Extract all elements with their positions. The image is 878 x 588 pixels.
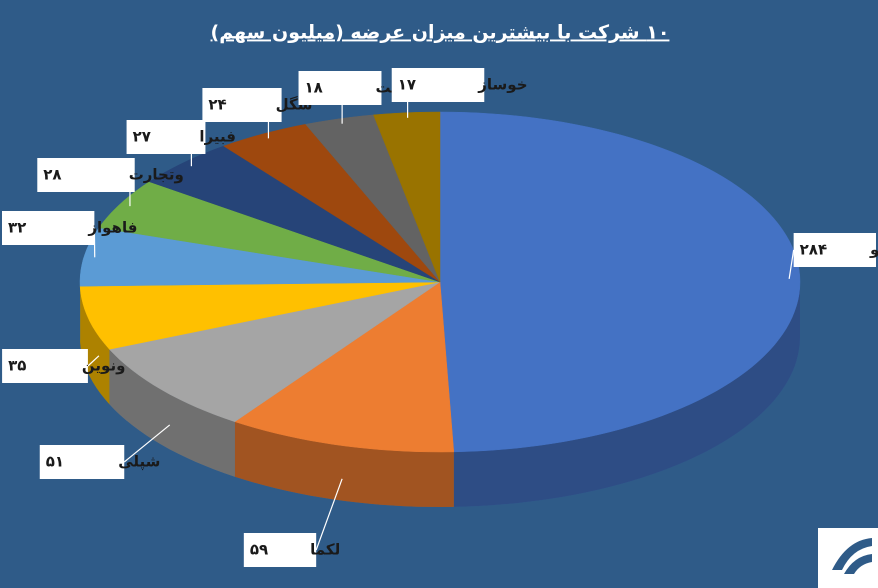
value-label: ۲۸ [43, 166, 61, 184]
slice [439, 111, 801, 453]
value-label: ۳۵ [8, 357, 26, 375]
label-box [37, 158, 135, 192]
labels: ۲۸۴ تپکو ۵۹ لکما ۵۱ شپلی ۳۵ ونوین ۳۲ فاهواز ۲۸ وتجا… [2, 68, 878, 567]
label-box [126, 120, 206, 154]
slice [373, 111, 441, 283]
pie-sides [80, 282, 800, 507]
value-label: ۱۸ [305, 79, 323, 97]
chart-title: ۱۰ شرکت با بیشترین میزان عرضه (میلیون سه… [211, 22, 670, 44]
category-label: فاهواز [87, 219, 137, 237]
label-box [202, 88, 282, 122]
value-label: ۵۱ [46, 453, 64, 471]
data-label: ۲۴ شگل [202, 88, 312, 122]
value-label: ۱۷ [398, 76, 416, 94]
category-label: فبیرا [199, 128, 236, 146]
label-box [2, 349, 88, 383]
slice [98, 181, 441, 283]
label-box [2, 211, 95, 245]
value-label: ۲۴ [208, 96, 226, 114]
category-label: تپکو [869, 241, 878, 260]
logo-mark [832, 538, 872, 574]
label-box [39, 445, 125, 479]
value-label: ۲۷ [133, 128, 151, 146]
leader-line [87, 355, 100, 367]
side-shade [80, 286, 110, 405]
data-label: ۲۷ فبیرا [126, 120, 236, 154]
value-label: ۵۹ [250, 541, 268, 559]
label-box [298, 71, 382, 105]
data-label: ۲۸ وتجارت [37, 158, 184, 192]
leader-line [123, 424, 171, 463]
category-label: شپلی [118, 453, 160, 472]
data-label: ۲۸۴ تپکو [793, 233, 878, 267]
data-label: ۳۲ فاهواز [2, 211, 137, 245]
slice-side [80, 286, 110, 405]
logo [818, 528, 878, 588]
leader-line [788, 249, 795, 279]
category-label: وتجارت [129, 166, 184, 184]
slice [108, 281, 441, 422]
category-label: ونوین [82, 357, 126, 375]
value-label: ۲۸۴ [800, 241, 827, 259]
side-shade [109, 349, 235, 477]
slice-side [453, 282, 800, 507]
leader-line [315, 478, 343, 551]
slice-side [234, 421, 454, 507]
slice [234, 281, 455, 453]
side-shade [453, 282, 800, 507]
data-label: ۵۹ لکما [243, 533, 340, 567]
slice [305, 114, 441, 283]
pie-tops [79, 111, 801, 453]
data-label: ۳۵ ونوین [2, 349, 125, 383]
label-box [243, 533, 317, 567]
slice [148, 145, 441, 283]
data-label: ۱۷ خوساز [391, 68, 528, 102]
slice-side [109, 349, 235, 477]
label-box [793, 233, 876, 267]
value-label: ۳۲ [8, 219, 26, 237]
side-shade [234, 421, 454, 507]
category-label: خوساز [477, 76, 527, 94]
slice [79, 281, 441, 350]
data-label: ۵۱ شپلی [39, 445, 160, 479]
slice [223, 124, 441, 283]
category-label: لکما [310, 541, 340, 559]
label-box [391, 68, 485, 102]
